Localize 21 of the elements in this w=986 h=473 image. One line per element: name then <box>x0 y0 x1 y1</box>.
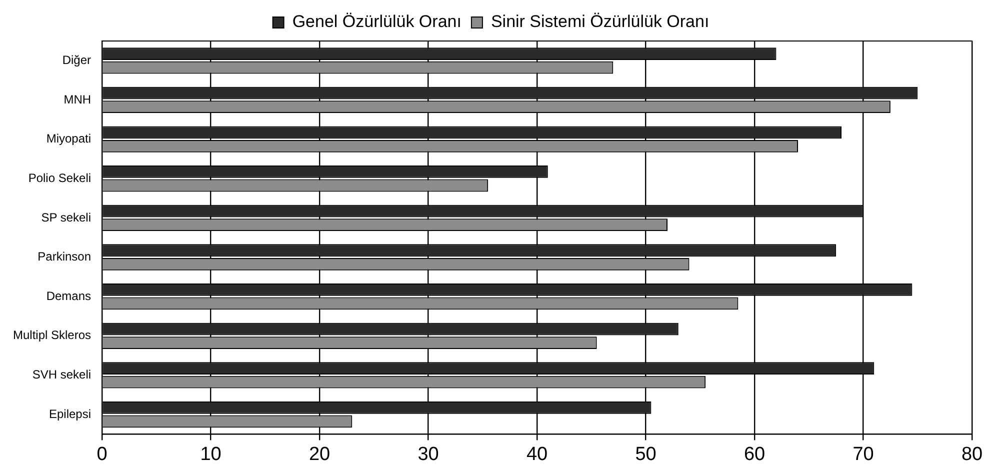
y-tick-label: Parkinson <box>38 250 92 264</box>
y-tick-label: SP sekeli <box>41 210 92 224</box>
y-tick-label: Demans <box>46 288 92 303</box>
x-tick-label: 40 <box>526 444 548 465</box>
legend-label: Sinir Sistemi Özürlülük Oranı <box>490 12 710 32</box>
y-tick-label: Polio Sekeli <box>28 170 92 185</box>
x-tick-label: 0 <box>96 444 108 465</box>
x-tick-label: 80 <box>961 444 983 465</box>
y-tick-label: Miyopati <box>46 132 92 146</box>
x-tick-label: 50 <box>635 444 656 465</box>
y-tick-label: MNH <box>64 92 92 106</box>
y-tick-label: SVH sekeli <box>32 368 92 382</box>
y-tick-label: Epilepsi <box>48 406 92 421</box>
y-tick-label: Multipl Skleros <box>12 328 92 342</box>
x-tick-label: 10 <box>200 444 222 465</box>
x-tick-label: 30 <box>418 444 439 465</box>
y-tick-label: Diğer <box>62 52 92 67</box>
x-tick-label: 20 <box>308 444 330 465</box>
x-tick-label: 60 <box>744 444 766 465</box>
x-tick-label: 70 <box>852 444 874 465</box>
legend-label: Genel Özürlülük Oranı <box>292 12 462 32</box>
